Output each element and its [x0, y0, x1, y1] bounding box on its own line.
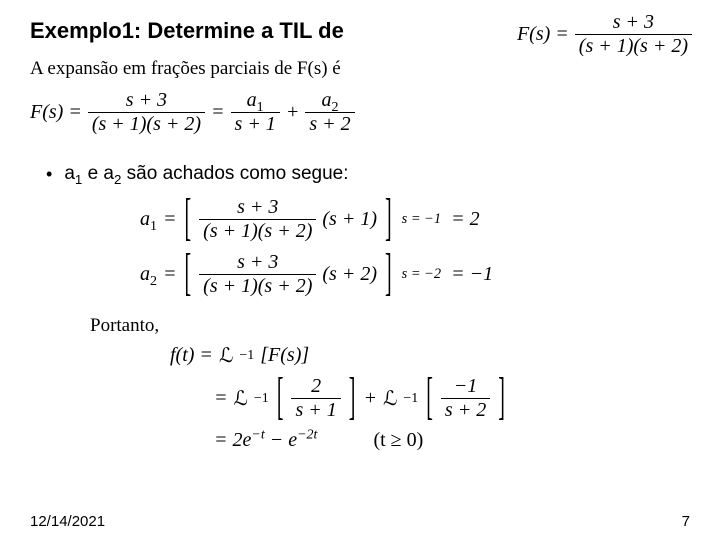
frac-main: s + 3 (s + 1)(s + 2) [88, 90, 205, 135]
eq-lhs: F(s) = [517, 23, 569, 46]
eq: = 2e [214, 429, 251, 451]
slide-title: Exemplo1: Determine a TIL de [30, 18, 344, 44]
partial-fraction-expansion: F(s) = s + 3 (s + 1)(s + 2) = a1 s + 1 +… [30, 90, 690, 135]
footer-date: 12/14/2021 [30, 513, 105, 530]
left-bracket-icon: [ [185, 190, 192, 250]
den: (s + 1)(s + 2) [199, 276, 316, 297]
den: (s + 1)(s + 2) [199, 221, 316, 242]
mult: (s + 2) [322, 263, 377, 286]
arg: [F(s)] [260, 344, 309, 367]
laplace-icon: ℒ [383, 386, 397, 411]
result: = 2 [451, 208, 480, 231]
footer-page: 7 [682, 513, 690, 530]
plus: + [286, 101, 300, 124]
bullet-icon: • [46, 164, 52, 185]
a2-row: a2 = [ s + 3 (s + 1)(s + 2) (s + 2) ] s … [140, 252, 690, 297]
var: a [140, 208, 150, 230]
num: a1 [243, 90, 268, 111]
bullet-text: a1 e a2 são achados como segue: [64, 163, 348, 185]
den: s + 1 [231, 114, 280, 135]
exp2: −2t [297, 427, 317, 442]
ft-line3: = 2e−t − e−2t (t ≥ 0) [214, 429, 690, 452]
equals: = [163, 208, 177, 231]
laplace-icon: ℒ [219, 343, 233, 368]
right-bracket-icon: ] [385, 190, 392, 250]
var: a [247, 89, 257, 111]
portanto-label: Portanto, [90, 315, 690, 337]
txt: a [64, 163, 75, 184]
exp1: −t [251, 427, 264, 442]
subscript: 1 [150, 219, 157, 234]
bullet-item: • a1 e a2 são achados como segue: [46, 163, 690, 185]
term1: = 2e−t − e−2t [214, 429, 317, 452]
inverse-transform-result: f(t) = ℒ−1 [F(s)] = ℒ−1 [ 2 s + 1 ] + ℒ−… [170, 343, 690, 452]
den: (s + 1)(s + 2) [88, 114, 205, 135]
den: s + 2 [305, 114, 354, 135]
plus: + [363, 387, 377, 410]
condition: (t ≥ 0) [373, 429, 423, 452]
num: s + 3 [122, 90, 171, 111]
result: = −1 [451, 263, 493, 286]
frac: s + 3 (s + 1)(s + 2) [199, 252, 316, 297]
left-bracket-icon: [ [185, 245, 192, 305]
var: a [321, 89, 331, 111]
frac-a1: a1 s + 1 [231, 90, 280, 135]
ft-line1: f(t) = ℒ−1 [F(s)] [170, 343, 690, 368]
frac-den: (s + 1)(s + 2) [575, 36, 692, 57]
title-equation: F(s) = s + 3 (s + 1)(s + 2) [517, 12, 692, 57]
condition: s = −1 [400, 211, 441, 228]
txt2: e a [82, 163, 114, 184]
num: −1 [450, 376, 482, 397]
title-fraction: s + 3 (s + 1)(s + 2) [575, 12, 692, 57]
num: s + 3 [233, 252, 282, 273]
equals: = [211, 101, 225, 124]
laplace-icon: ℒ [234, 386, 248, 411]
frac-a2: a2 s + 2 [305, 90, 354, 135]
den: s + 2 [441, 400, 490, 421]
right-bracket-icon: ] [385, 245, 392, 305]
subscript: 2 [150, 274, 157, 289]
num: a2 [317, 90, 342, 111]
footer: 12/14/2021 7 [30, 513, 690, 530]
frac: s + 3 (s + 1)(s + 2) [199, 197, 316, 242]
txt3: são achados como segue: [121, 163, 348, 184]
lhs: f(t) = [170, 344, 213, 367]
left-bracket-icon: [ [277, 369, 284, 429]
ft-line2: = ℒ−1 [ 2 s + 1 ] + ℒ−1 [ −1 s + 2 ] [214, 376, 690, 421]
frac1: 2 s + 1 [291, 376, 340, 421]
subtitle: A expansão em frações parciais de F(s) é [30, 58, 690, 80]
coefficient-computation: a1 = [ s + 3 (s + 1)(s + 2) (s + 1) ] s … [140, 197, 690, 297]
mid: − e [265, 429, 297, 451]
lhs: a1 [140, 208, 157, 231]
a1-row: a1 = [ s + 3 (s + 1)(s + 2) (s + 1) ] s … [140, 197, 690, 242]
right-bracket-icon: ] [498, 369, 505, 429]
equals: = [214, 387, 228, 410]
frac2: −1 s + 2 [441, 376, 490, 421]
var: a [140, 263, 150, 285]
num: 2 [307, 376, 325, 397]
equals: = [163, 263, 177, 286]
lhs: a2 [140, 263, 157, 286]
frac-num: s + 3 [609, 12, 658, 33]
slide-page: Exemplo1: Determine a TIL de F(s) = s + … [0, 0, 720, 540]
den: s + 1 [291, 400, 340, 421]
eq-lhs: F(s) = [30, 101, 82, 124]
num: s + 3 [233, 197, 282, 218]
right-bracket-icon: ] [349, 369, 356, 429]
condition: s = −2 [400, 266, 441, 283]
left-bracket-icon: [ [426, 369, 433, 429]
mult: (s + 1) [322, 208, 377, 231]
